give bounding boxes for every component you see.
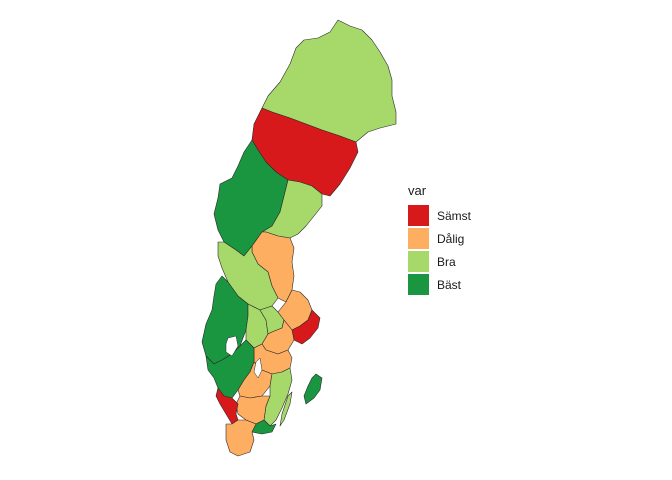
region-oland	[279, 391, 293, 427]
legend-label-bast: Bäst	[437, 277, 462, 292]
lake-vanern	[225, 335, 239, 357]
legend-label-samst: Sämst	[437, 208, 472, 223]
legend-swatch-bast	[408, 274, 429, 295]
legend-item-dalig: Dålig	[408, 227, 471, 250]
legend: var Sämst Dålig Bra Bäst	[408, 183, 471, 296]
legend-swatch-dalig	[408, 228, 429, 249]
region-blekinge	[251, 419, 277, 435]
legend-label-bra: Bra	[437, 254, 456, 269]
legend-item-samst: Sämst	[408, 204, 471, 227]
legend-swatch-samst	[408, 205, 429, 226]
legend-swatch-bra	[408, 251, 429, 272]
region-dalarna	[217, 241, 279, 311]
legend-label-dalig: Dålig	[437, 231, 465, 246]
lake-vattern	[253, 357, 263, 379]
legend-title: var	[408, 183, 427, 198]
region-gotland	[303, 373, 323, 405]
region-skane	[225, 419, 257, 457]
region-stockholm	[291, 309, 321, 345]
legend-item-bra: Bra	[408, 250, 471, 273]
legend-item-bast: Bäst	[408, 273, 471, 296]
region-vasternorrland	[261, 179, 323, 239]
